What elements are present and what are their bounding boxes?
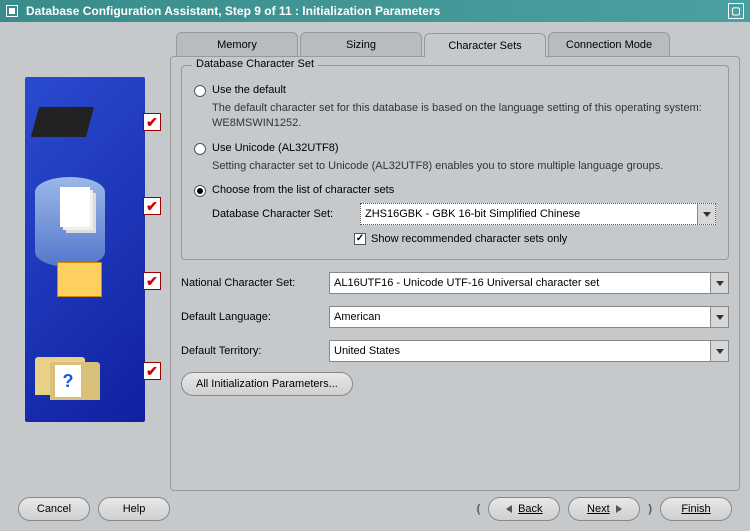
step-check-icon: ✔ [143, 113, 161, 131]
default-territory-label: Default Territory: [181, 345, 321, 357]
wizard-image: ? ✔ ✔ ✔ ✔ [25, 77, 145, 422]
finish-button[interactable]: Finish [660, 497, 732, 521]
radio-use-default[interactable] [194, 85, 206, 97]
chevron-down-icon [710, 307, 728, 327]
titlebar: Database Configuration Assistant, Step 9… [0, 0, 750, 22]
tab-character-sets[interactable]: Character Sets [424, 33, 546, 57]
window-title: Database Configuration Assistant, Step 9… [26, 4, 440, 18]
radio-use-default-label: Use the default [212, 84, 286, 96]
db-charset-combo[interactable]: ZHS16GBK - GBK 16-bit Simplified Chinese [360, 203, 716, 225]
step-check-icon: ✔ [143, 197, 161, 215]
tab-memory[interactable]: Memory [176, 32, 298, 56]
national-charset-combo[interactable]: AL16UTF16 - Unicode UTF-16 Universal cha… [329, 272, 729, 294]
help-button[interactable]: Help [98, 497, 170, 521]
maximize-icon[interactable]: ▢ [728, 3, 744, 19]
system-menu-icon[interactable] [6, 5, 18, 17]
next-button[interactable]: Next [568, 497, 640, 521]
group-title: Database Character Set [192, 58, 318, 70]
default-language-combo[interactable]: American [329, 306, 729, 328]
wizard-footer: Cancel Help ( Back Next ) Finish [10, 491, 740, 523]
default-language-label: Default Language: [181, 311, 321, 323]
tabs: Memory Sizing Character Sets Connection … [176, 32, 740, 56]
chevron-down-icon [710, 341, 728, 361]
tab-sizing[interactable]: Sizing [300, 32, 422, 56]
tab-connection-mode[interactable]: Connection Mode [548, 32, 670, 56]
step-check-icon: ✔ [143, 272, 161, 290]
radio-use-unicode[interactable] [194, 143, 206, 155]
wizard-image-panel: ? ✔ ✔ ✔ ✔ [10, 32, 160, 491]
radio-use-unicode-label: Use Unicode (AL32UTF8) [212, 142, 339, 154]
use-default-desc: The default character set for this datab… [212, 101, 716, 132]
default-territory-combo[interactable]: United States [329, 340, 729, 362]
national-charset-value: AL16UTF16 - Unicode UTF-16 Universal cha… [334, 277, 599, 289]
all-init-params-button[interactable]: All Initialization Parameters... [181, 372, 353, 396]
use-unicode-desc: Setting character set to Unicode (AL32UT… [212, 159, 716, 174]
tab-panel: Database Character Set Use the default T… [170, 56, 740, 491]
db-charset-label: Database Character Set: [212, 208, 352, 220]
show-recommended-label: Show recommended character sets only [371, 233, 567, 245]
step-check-icon: ✔ [143, 362, 161, 380]
radio-choose-list[interactable] [194, 185, 206, 197]
chevron-down-icon [710, 273, 728, 293]
db-charset-value: ZHS16GBK - GBK 16-bit Simplified Chinese [365, 208, 580, 220]
db-charset-group: Database Character Set Use the default T… [181, 65, 729, 260]
chevron-down-icon [697, 204, 715, 224]
window: Database Configuration Assistant, Step 9… [0, 0, 750, 531]
show-recommended-checkbox[interactable] [354, 233, 366, 245]
default-territory-value: United States [334, 345, 400, 357]
national-charset-label: National Character Set: [181, 277, 321, 289]
cancel-button[interactable]: Cancel [18, 497, 90, 521]
radio-choose-list-label: Choose from the list of character sets [212, 184, 394, 196]
default-language-value: American [334, 311, 380, 323]
back-button[interactable]: Back [488, 497, 560, 521]
